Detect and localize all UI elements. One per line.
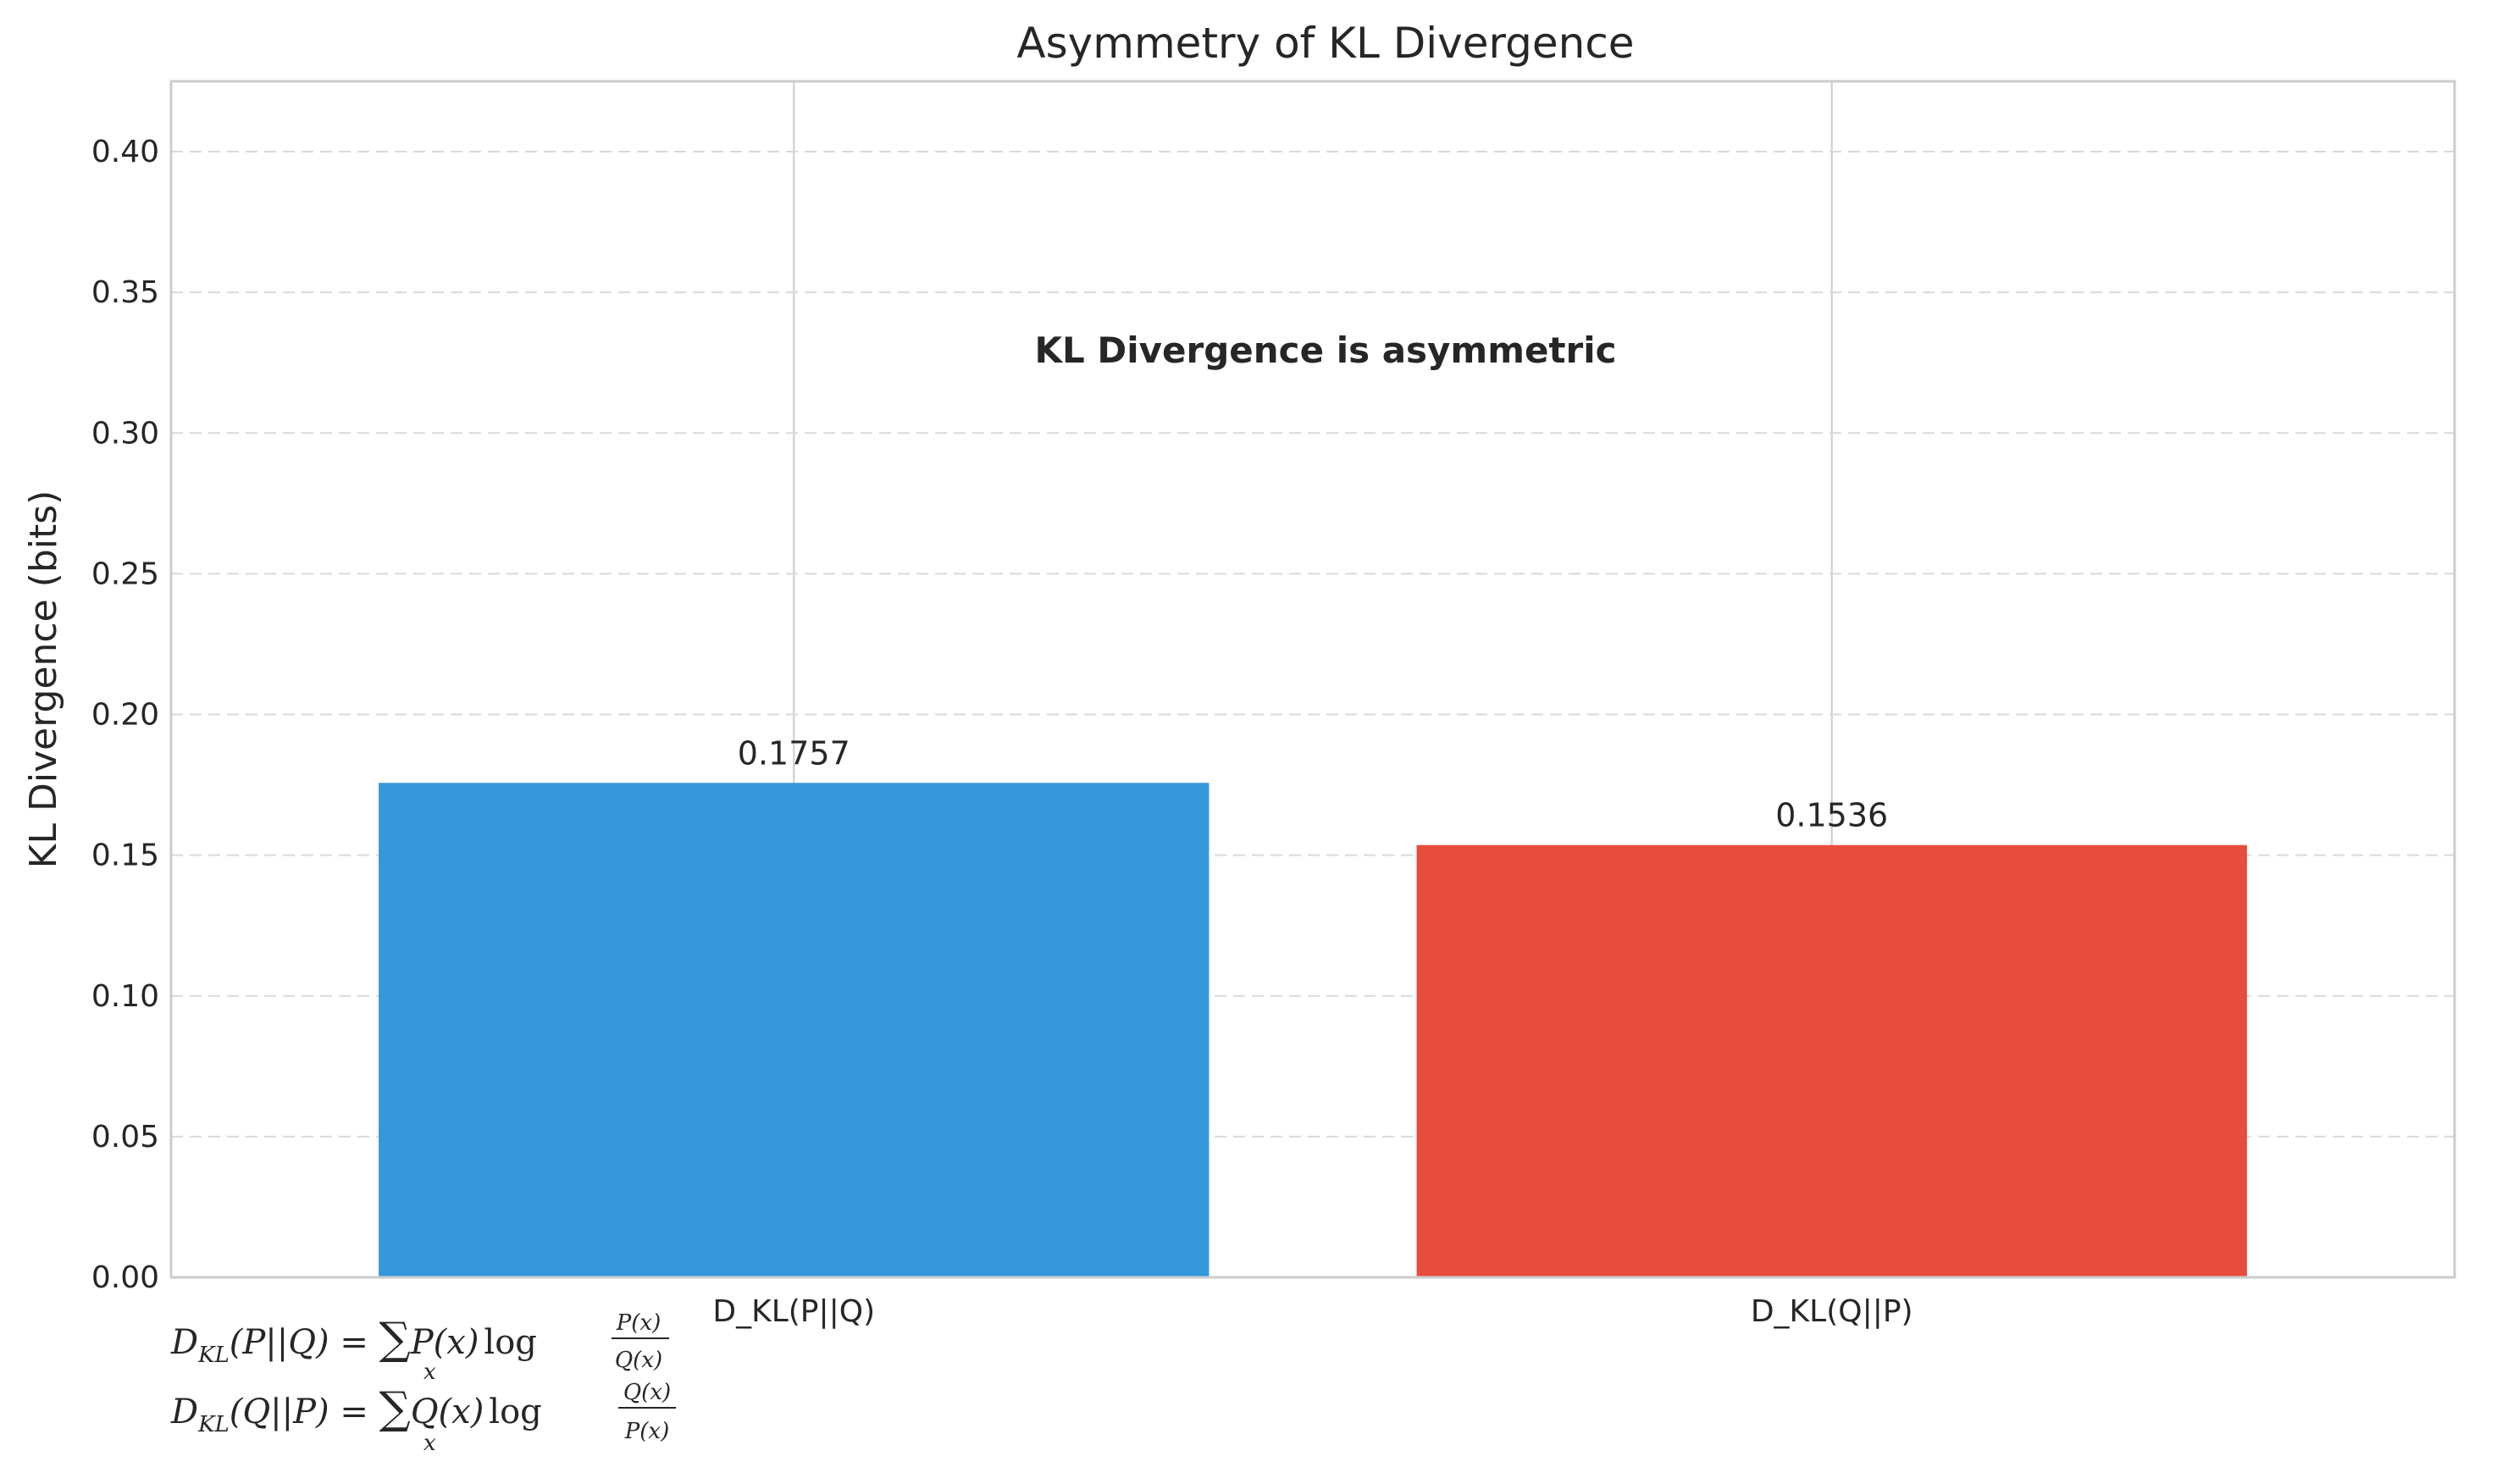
formula-qp-term: Q(x)	[411, 1393, 484, 1431]
y-tick-label: 0.30	[91, 416, 159, 451]
formula-pq-term: P(x)	[410, 1323, 479, 1362]
formula-pq-log: log	[484, 1323, 536, 1362]
svg-text:DKL(Q||P) = ∑Q(x)log: DKL(Q||P) = ∑Q(x) log	[170, 1383, 542, 1437]
x-tick-label: D_KL(Q||P)	[1751, 1294, 1913, 1329]
formula-pq-den: Q(x)	[615, 1348, 662, 1373]
formula-pq-sum: ∑	[379, 1314, 411, 1365]
y-axis-label: KL Divergence (bits)	[22, 490, 65, 869]
y-tick-label: 0.40	[91, 135, 159, 169]
bar	[1416, 844, 2247, 1277]
formula-pq-lhs: D	[170, 1323, 198, 1362]
formula-pq-sub: KL	[197, 1343, 230, 1368]
formula-qp-num: Q(x)	[623, 1380, 671, 1405]
bar	[379, 783, 1209, 1277]
formula-kl-qp: DKL(Q||P) = ∑Q(x) log x Q(x) P(x)	[170, 1380, 676, 1456]
x-tick-label: D_KL(P||Q)	[712, 1294, 875, 1329]
formula-qp-sum: ∑	[379, 1383, 411, 1434]
formula-qp-den: P(x)	[624, 1419, 669, 1444]
labels-layer: 0.00 0.05 0.10 0.15 0.20 0.25 0.30 0.35 0.40 0.17…	[91, 135, 1913, 1329]
y-tick-label: 0.35	[91, 275, 159, 310]
formula-pq-num: P(x)	[616, 1310, 661, 1336]
formula-pq-args: (P||Q) =	[230, 1323, 379, 1362]
formula-qp-lhs: D	[170, 1393, 198, 1431]
bars-layer	[379, 783, 2247, 1277]
y-tick-label: 0.05	[91, 1120, 159, 1155]
bar-value-label: 0.1757	[738, 734, 850, 772]
plot-frame	[169, 80, 2456, 1279]
y-tick-label: 0.00	[91, 1260, 159, 1295]
y-tick-label: 0.25	[91, 556, 159, 591]
y-tick-label: 0.15	[91, 839, 159, 873]
formula-qp-args: (Q||P) =	[230, 1393, 379, 1431]
chart-title: Asymmetry of KL Divergence	[1016, 19, 1634, 68]
formula-pq-sum-sub: x	[423, 1359, 436, 1385]
formula-qp-sum-sub: x	[423, 1431, 436, 1456]
asymmetry-annotation: KL Divergence is asymmetric	[1034, 329, 1616, 371]
formula-qp-sub: KL	[197, 1412, 230, 1437]
formula-kl-pq: DKL(P||Q) = ∑P(x) log x P(x) Q(x)	[170, 1310, 669, 1385]
bar-value-label: 0.1536	[1775, 797, 1888, 834]
svg-text:DKL(P||Q) = ∑P(x)log: DKL(P||Q) = ∑P(x) log	[170, 1314, 537, 1368]
formula-qp-log: log	[489, 1393, 541, 1431]
y-tick-label: 0.10	[91, 979, 159, 1014]
y-tick-label: 0.20	[91, 698, 159, 733]
